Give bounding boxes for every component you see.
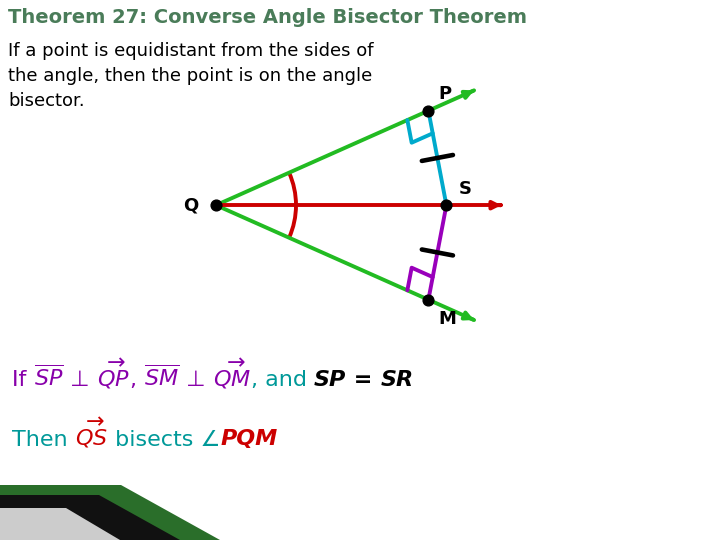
- Text: Q: Q: [183, 196, 198, 214]
- Text: ,: ,: [130, 370, 144, 390]
- Text: $\overline{SP}$: $\overline{SP}$: [34, 365, 63, 390]
- Text: =: =: [346, 370, 380, 390]
- Text: PQM: PQM: [220, 429, 277, 449]
- Text: $\overrightarrow{QS}$: $\overrightarrow{QS}$: [75, 416, 108, 450]
- Text: S: S: [459, 180, 472, 198]
- Text: ⊥: ⊥: [63, 370, 96, 390]
- Text: Theorem 27: Converse Angle Bisector Theorem: Theorem 27: Converse Angle Bisector Theo…: [8, 8, 527, 27]
- Text: $\overline{SM}$: $\overline{SM}$: [144, 365, 179, 390]
- Polygon shape: [0, 485, 220, 540]
- Text: SR: SR: [380, 370, 413, 390]
- Text: $\overrightarrow{QM}$: $\overrightarrow{QM}$: [212, 356, 251, 390]
- Point: [423, 295, 434, 304]
- Text: ⊥: ⊥: [179, 370, 212, 390]
- Polygon shape: [0, 495, 180, 540]
- Polygon shape: [0, 508, 120, 540]
- Text: If a point is equidistant from the sides of
the angle, then the point is on the : If a point is equidistant from the sides…: [8, 42, 374, 110]
- Point: [423, 106, 434, 115]
- Text: If: If: [12, 370, 34, 390]
- Point: [441, 201, 452, 210]
- Text: SP: SP: [314, 370, 346, 390]
- Text: M: M: [438, 310, 456, 328]
- Text: bisects ∠: bisects ∠: [108, 429, 220, 449]
- Text: $\overrightarrow{QP}$: $\overrightarrow{QP}$: [96, 356, 130, 390]
- Text: P: P: [438, 85, 451, 103]
- Text: Then: Then: [12, 429, 75, 449]
- Point: [210, 201, 222, 210]
- Text: , and: , and: [251, 370, 314, 390]
